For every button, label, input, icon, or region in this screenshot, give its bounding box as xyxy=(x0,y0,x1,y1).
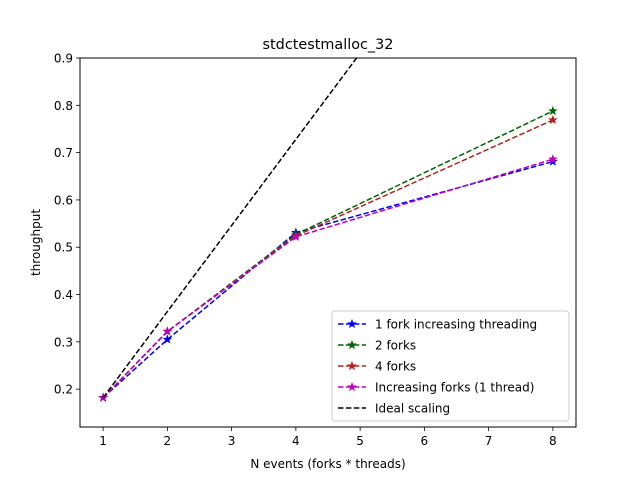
x-tick-label: 4 xyxy=(292,434,300,448)
x-tick-label: 2 xyxy=(164,434,172,448)
series-line xyxy=(102,160,554,399)
axes: 1 2 3 4 5 6 7 8 0.2 0.3 0.4 0.5 0.6 0.7 0.8 0.9 xyxy=(54,52,557,449)
series-line xyxy=(102,58,358,399)
legend-label: Ideal scaling xyxy=(375,402,450,416)
legend-label: 4 forks xyxy=(375,360,416,374)
data-point xyxy=(548,105,558,116)
x-tick-label: 5 xyxy=(356,434,364,448)
y-tick-label: 0.9 xyxy=(54,52,73,66)
x-tick-label: 7 xyxy=(485,434,493,448)
x-tick-label: 8 xyxy=(549,434,557,448)
series-line xyxy=(102,110,554,399)
y-tick-label: 0.6 xyxy=(54,193,73,207)
y-tick-label: 0.8 xyxy=(54,99,73,113)
x-tick-label: 1 xyxy=(99,434,107,448)
y-axis-label: throughput xyxy=(29,209,43,276)
x-tick-label: 6 xyxy=(421,434,429,448)
legend-marker xyxy=(347,360,357,371)
x-axis-label: N events (forks * threads) xyxy=(250,457,405,471)
legend-label: Increasing forks (1 thread) xyxy=(375,381,534,395)
data-point xyxy=(162,326,173,336)
y-tick-label: 0.5 xyxy=(54,241,73,255)
legend: 1 fork increasing threading 2 forks 4 fork… xyxy=(331,310,570,422)
legend-box xyxy=(331,310,570,422)
y-tick-label: 0.7 xyxy=(54,146,73,160)
y-tick-label: 0.3 xyxy=(54,335,73,349)
legend-marker xyxy=(347,339,357,350)
y-tick-label: 0.4 xyxy=(54,288,73,302)
plot-frame xyxy=(79,57,577,428)
legend-label: 2 forks xyxy=(375,339,416,353)
legend-marker xyxy=(347,318,357,329)
plot-area xyxy=(98,58,558,402)
legend-marker xyxy=(347,381,357,392)
legend-label: 1 fork increasing threading xyxy=(375,318,537,332)
chart-title: stdctestmalloc_32 xyxy=(263,37,394,53)
x-tick-label: 3 xyxy=(228,434,236,448)
data-point xyxy=(548,154,558,164)
data-point xyxy=(548,114,558,125)
data-point xyxy=(291,231,301,241)
y-tick-label: 0.2 xyxy=(54,383,73,397)
data-point xyxy=(162,334,173,344)
